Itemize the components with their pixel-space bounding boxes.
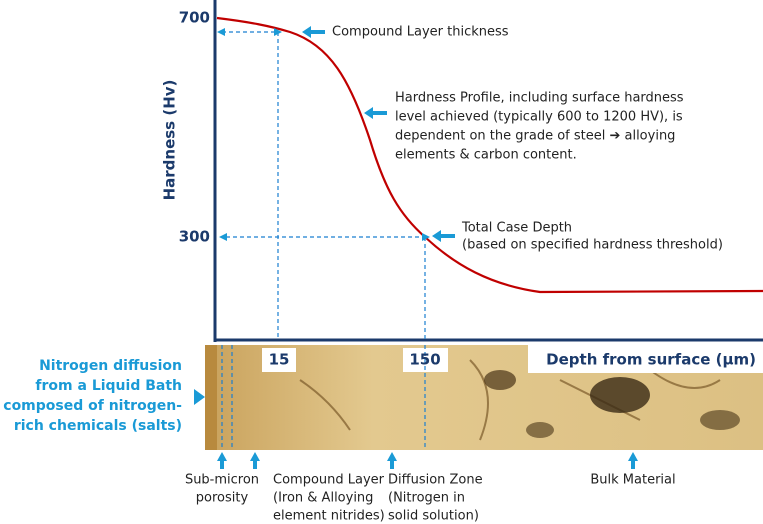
annotation: Bulk Material [590,473,675,488]
annotation: (Nitrogen in [388,491,465,506]
annotation: Total Case Depth [461,221,572,236]
y-tick-label: 300 [179,228,210,246]
annotation: dependent on the grade of steel ➔ alloyi… [395,129,675,144]
y-axis-label: Hardness (Hv) [161,80,179,201]
y-tick-label: 700 [179,9,210,27]
micrograph [205,345,763,450]
annotation: Sub-micron [185,473,259,488]
annotation: composed of nitrogen- [3,398,182,414]
x-axis-label: Depth from surface (μm) [546,351,756,369]
x-tick-label: 15 [269,351,290,369]
guides [194,26,638,469]
annotation: solid solution) [388,509,479,524]
annotation: rich chemicals (salts) [14,418,182,434]
annotation: Nitrogen diffusion [39,358,182,374]
annotation: Compound Layer [273,473,385,488]
annotation: elements & carbon content. [395,148,577,163]
annotation: from a Liquid Bath [35,378,182,394]
annotation: element nitrides) [273,509,385,524]
annotation: Hardness Profile, including surface hard… [395,91,684,106]
annotation: (based on specified hardness threshold) [462,238,723,253]
annotation: Diffusion Zone [388,473,483,488]
axes [213,0,763,342]
hardness-curve [216,16,763,294]
annotation: level achieved (typically 600 to 1200 HV… [395,110,683,125]
annotation: Compound Layer thickness [332,25,509,40]
x-tick-label: 150 [409,351,440,369]
annotation: (Iron & Alloying [273,491,373,506]
annotation: porosity [196,491,249,506]
